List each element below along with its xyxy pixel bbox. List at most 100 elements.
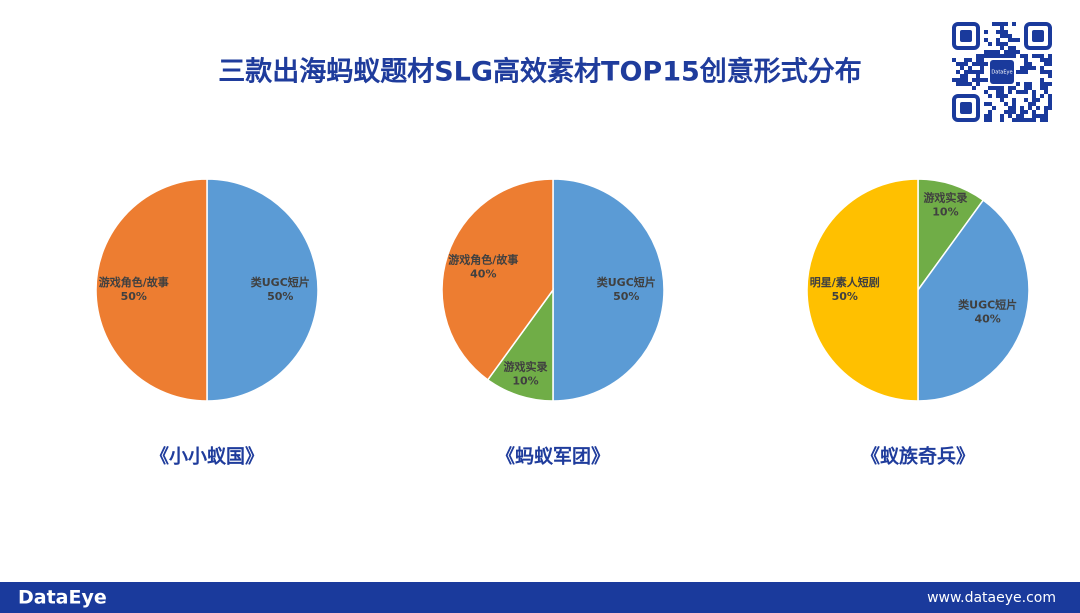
pie-slice (917, 199, 1030, 402)
qr-module (1032, 98, 1036, 102)
qr-module (1020, 106, 1024, 110)
qr-module (1000, 26, 1004, 30)
qr-module (1004, 54, 1008, 58)
qr-module (1024, 54, 1028, 58)
qr-module (1044, 86, 1048, 90)
qr-module (996, 38, 1000, 42)
pie-slice (441, 178, 554, 381)
qr-module (1040, 86, 1044, 90)
qr-finder-dot (960, 30, 972, 42)
qr-module (988, 94, 992, 98)
pie-title: 《小小蚁国》 (150, 445, 264, 468)
qr-module (976, 70, 980, 74)
qr-module (1004, 42, 1008, 46)
footer-brand: DataEye (18, 587, 107, 609)
qr-module (1020, 90, 1024, 94)
qr-module (1008, 114, 1012, 118)
qr-module (968, 82, 972, 86)
qr-module (1032, 94, 1036, 98)
qr-module (1048, 58, 1052, 62)
qr-module (1044, 58, 1048, 62)
qr-module (996, 90, 1000, 94)
qr-module (1008, 54, 1012, 58)
pie-slice (552, 178, 665, 402)
qr-module (1004, 30, 1008, 34)
qr-module (1004, 102, 1008, 106)
qr-module (992, 86, 996, 90)
slice-label: 游戏角色/故事 (448, 252, 518, 266)
qr-module (1016, 114, 1020, 118)
slice-value-label: 10% (932, 206, 958, 219)
qr-module (956, 82, 960, 86)
pie-title: 《蚁族奇兵》 (861, 445, 975, 468)
qr-module (1028, 106, 1032, 110)
qr-module (1020, 110, 1024, 114)
footer-url: www.dataeye.com (927, 590, 1056, 606)
qr-module (980, 54, 984, 58)
qr-module (1000, 114, 1004, 118)
qr-module (1024, 118, 1028, 122)
qr-module (964, 58, 968, 62)
qr-module (988, 102, 992, 106)
qr-module (960, 62, 964, 66)
qr-module (1012, 102, 1016, 106)
qr-module (1040, 66, 1044, 70)
slice-label: 明星/素人短剧 (810, 275, 880, 289)
qr-module (988, 42, 992, 46)
qr-module (1008, 50, 1012, 54)
qr-finder (1024, 22, 1052, 50)
qr-module (1020, 114, 1024, 118)
qr-module (956, 78, 960, 82)
qr-module (1040, 82, 1044, 86)
qr-module (1008, 106, 1012, 110)
qr-module (1028, 86, 1032, 90)
qr-module (1004, 22, 1008, 26)
qr-module (988, 118, 992, 122)
qr-module (1048, 98, 1052, 102)
qr-module (1024, 58, 1028, 62)
qr-module (1032, 118, 1036, 122)
qr-module (972, 78, 976, 82)
qr-module (1004, 50, 1008, 54)
qr-module (956, 70, 960, 74)
slice-label: 类UGC短片 (597, 275, 656, 289)
pie-slice (95, 178, 208, 402)
qr-module (1016, 50, 1020, 54)
qr-module (972, 62, 976, 66)
qr-module (960, 82, 964, 86)
qr-module (1044, 90, 1048, 94)
qr-module (976, 74, 980, 78)
slice-label: 游戏实录 (923, 191, 967, 205)
qr-module (1016, 38, 1020, 42)
qr-module (972, 70, 976, 74)
qr-module (1000, 86, 1004, 90)
qr-module (1000, 98, 1004, 102)
qr-module (1028, 62, 1032, 66)
qr-module (1028, 66, 1032, 70)
qr-module (1044, 118, 1048, 122)
qr-module (980, 70, 984, 74)
qr-module (988, 114, 992, 118)
qr-module (976, 82, 980, 86)
qr-module (1008, 46, 1012, 50)
qr-module (976, 78, 980, 82)
qr-module (984, 78, 988, 82)
qr-module (1040, 54, 1044, 58)
qr-module (1020, 70, 1024, 74)
qr-module (1024, 66, 1028, 70)
qr-module (1040, 78, 1044, 82)
qr-module (1012, 106, 1016, 110)
qr-module (1000, 118, 1004, 122)
qr-module (996, 54, 1000, 58)
slice-value-label: 40% (470, 267, 496, 280)
qr-module (980, 58, 984, 62)
qr-module (1040, 114, 1044, 118)
qr-module (960, 66, 964, 70)
qr-module (996, 86, 1000, 90)
qr-module (1020, 66, 1024, 70)
qr-module (1040, 118, 1044, 122)
qr-module (984, 30, 988, 34)
qr-module (988, 54, 992, 58)
qr-module (988, 86, 992, 90)
qr-module (1044, 106, 1048, 110)
